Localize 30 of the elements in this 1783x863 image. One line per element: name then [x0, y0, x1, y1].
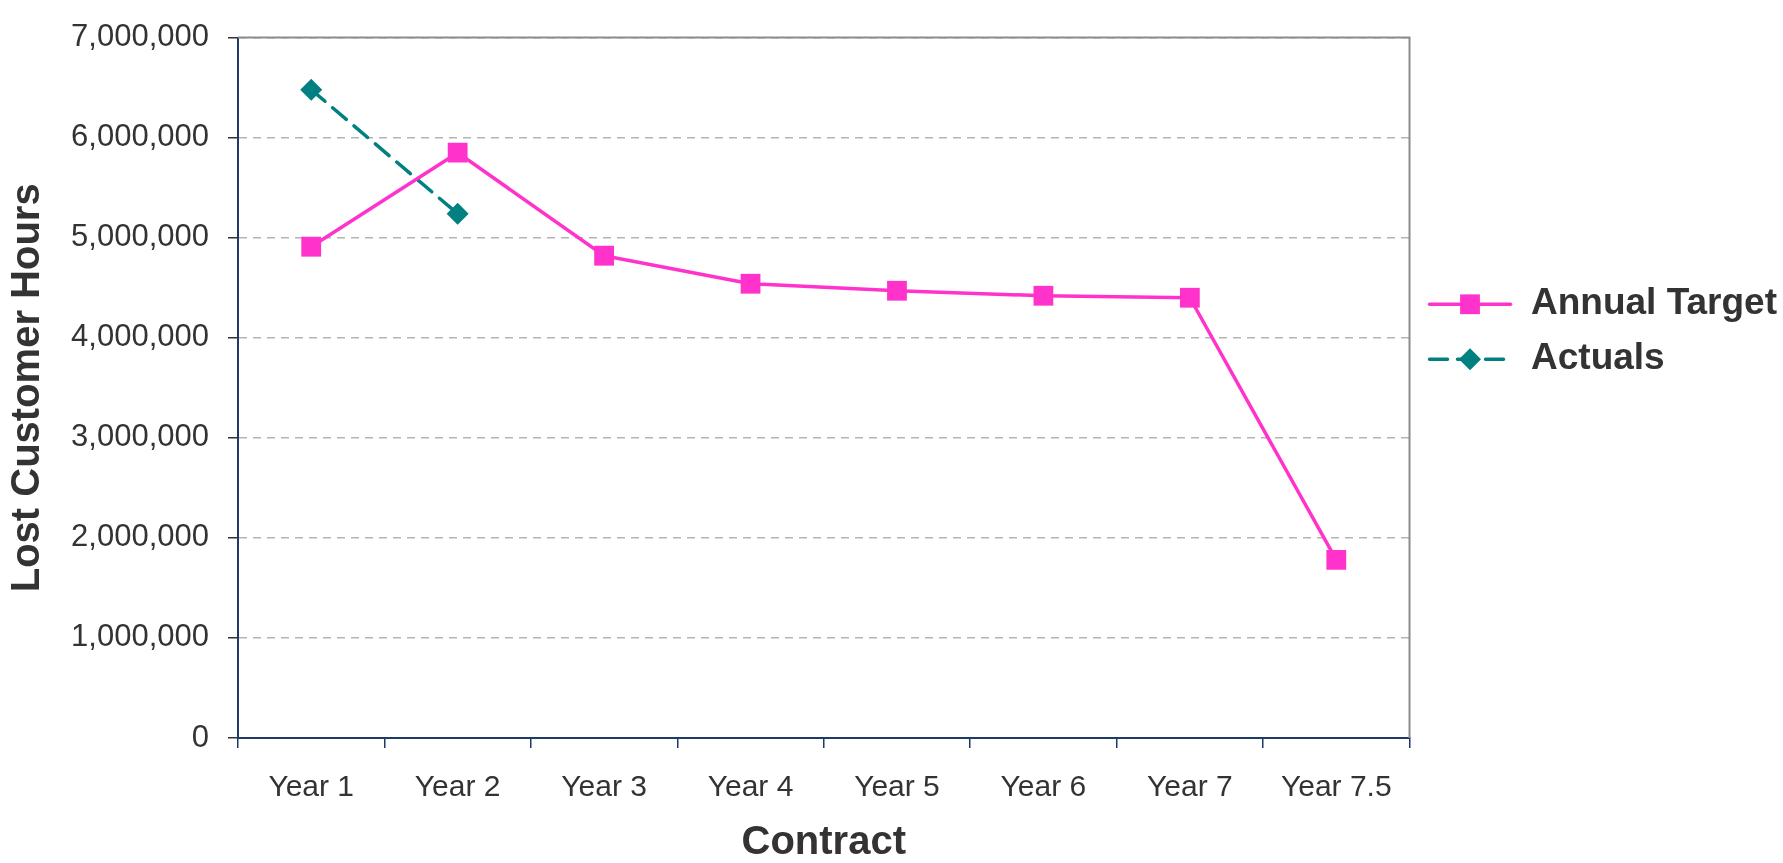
x-tick-label: Year 1 [268, 769, 355, 803]
y-tick-label: 3,000,000 [71, 418, 209, 454]
y-axis-title: Lost Customer Hours [3, 183, 48, 593]
point [594, 245, 614, 266]
y-tick-label: 6,000,000 [71, 118, 209, 154]
x-tick-label: Year 4 [707, 769, 794, 803]
x-tick-label: Year 5 [854, 769, 940, 803]
y-tick-label: 4,000,000 [71, 318, 209, 354]
y-tick-label: 0 [191, 718, 209, 754]
point [1326, 550, 1347, 570]
y-tick-label: 5,000,000 [71, 218, 209, 254]
point [446, 202, 469, 225]
x-tick-label: Year 7 [1147, 769, 1233, 803]
point [740, 273, 761, 294]
x-tick-label: Year 3 [561, 769, 647, 803]
legend-label: Annual Target [1531, 281, 1778, 323]
y-tick-label: 2,000,000 [71, 518, 209, 554]
legend-label: Actuals [1531, 336, 1665, 378]
point [447, 142, 468, 163]
point [1179, 287, 1200, 308]
point [301, 236, 322, 257]
point [887, 280, 907, 301]
y-tick-label: 1,000,000 [71, 618, 209, 654]
point [300, 78, 323, 101]
x-tick-label: Year 7.5 [1280, 769, 1392, 803]
x-axis-title: Contract [741, 818, 906, 863]
x-tick-label: Year 2 [414, 769, 501, 803]
x-tick-label: Year 6 [1000, 769, 1087, 803]
y-tick-label: 7,000,000 [71, 18, 209, 54]
point [1033, 285, 1054, 306]
